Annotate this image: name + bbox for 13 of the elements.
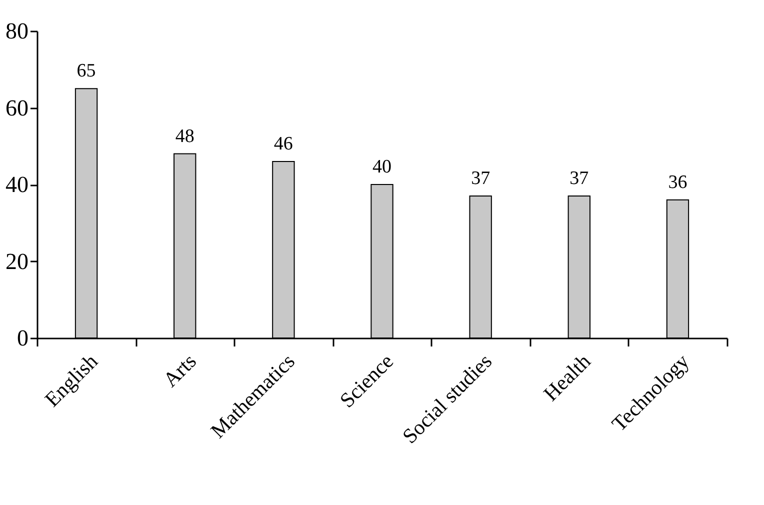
data-label: 37 (570, 168, 589, 190)
y-tick-label: 80 (6, 18, 28, 44)
data-label: 48 (175, 126, 194, 147)
x-tick-label: Arts (158, 349, 201, 392)
data-label: 36 (668, 172, 688, 193)
y-tick-label: 40 (6, 172, 28, 197)
data-label: 46 (274, 133, 293, 154)
data-label: 37 (471, 168, 490, 190)
data-label: 40 (372, 156, 392, 178)
y-tick-label: 0 (17, 326, 28, 350)
data-label: 65 (76, 60, 96, 82)
y-tick-label: 20 (6, 248, 28, 274)
y-tick-label: 60 (6, 95, 28, 120)
